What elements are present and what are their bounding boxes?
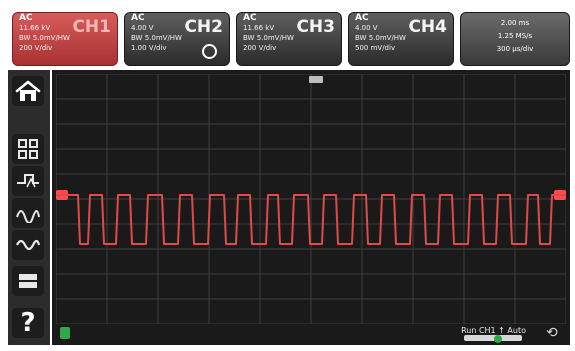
waveform-plot bbox=[56, 74, 566, 324]
run-status-text: Run CH1 ↑ Auto bbox=[461, 326, 526, 335]
channel-coupling: AC bbox=[131, 13, 145, 23]
channel-name: CH1 bbox=[72, 17, 111, 37]
channel-line: 200 V/div bbox=[243, 44, 277, 52]
channel-line: BW 5.0mV/HW bbox=[19, 34, 70, 42]
channel-line: BW 5.0mV/HW bbox=[131, 34, 182, 42]
channel-line: BW 5.0mV/HW bbox=[355, 34, 406, 42]
timebase-line: 2.00 ms bbox=[500, 19, 530, 27]
channel-line: 200 V/div bbox=[19, 44, 53, 52]
apps-grid-icon bbox=[18, 139, 38, 159]
timebase-line: 1.25 MS/s bbox=[497, 32, 533, 40]
channel-line: 500 mV/div bbox=[355, 44, 396, 52]
channel-coupling: AC bbox=[355, 13, 369, 23]
scope-display[interactable]: Run CH1 ↑ Auto ⟲ bbox=[52, 70, 570, 345]
channel-name: CH4 bbox=[408, 17, 447, 37]
channel-name: CH3 bbox=[296, 17, 335, 37]
math-wave-icon bbox=[16, 210, 40, 223]
channel-line: 1.00 V/div bbox=[131, 44, 167, 52]
settings-button[interactable]: ⟲ bbox=[546, 325, 564, 343]
channel-coupling: AC bbox=[243, 13, 257, 23]
home-button[interactable] bbox=[12, 76, 44, 106]
math-button[interactable] bbox=[12, 198, 44, 228]
channel-line: 4.00 V bbox=[355, 24, 378, 32]
waveform-button[interactable] bbox=[12, 230, 44, 260]
channel-line: 4.00 V bbox=[131, 24, 154, 32]
trigger-icon bbox=[17, 174, 39, 188]
timebase-tile[interactable]: 2.00 ms 1.25 MS/s 300 µs/div bbox=[460, 12, 570, 66]
waveform-icon bbox=[16, 239, 41, 251]
storage-icon bbox=[19, 274, 37, 288]
apps-button[interactable] bbox=[12, 134, 44, 164]
ch1-trace bbox=[56, 194, 566, 245]
channel-line: 11.66 kV bbox=[243, 24, 275, 32]
help-button[interactable]: ? bbox=[12, 308, 44, 338]
run-progress-bar bbox=[464, 335, 522, 341]
status-bar: Run CH1 ↑ Auto ⟲ bbox=[56, 325, 566, 343]
channel-line: BW 5.0mV/HW bbox=[243, 34, 294, 42]
home-icon bbox=[15, 80, 41, 101]
channel-tile-ch4[interactable]: AC 4.00 V BW 5.0mV/HW 500 mV/div CH4 bbox=[348, 12, 454, 66]
channel-name: CH2 bbox=[184, 17, 223, 37]
help-icon: ? bbox=[20, 308, 36, 338]
channel-tile-ch2[interactable]: AC 4.00 V BW 5.0mV/HW 1.00 V/div CH2 bbox=[124, 12, 230, 66]
acquisition-status-icon bbox=[60, 327, 70, 339]
trigger-status-icon bbox=[494, 335, 502, 343]
channel-line: 11.66 kV bbox=[19, 24, 51, 32]
channel-tile-ch1[interactable]: AC 11.66 kV BW 5.0mV/HW 200 V/div CH1 bbox=[12, 12, 118, 66]
settings-icon: ⟲ bbox=[546, 325, 558, 341]
storage-button[interactable] bbox=[12, 266, 44, 296]
left-toolbar: ? bbox=[8, 70, 50, 345]
channel-tile-ch3[interactable]: AC 11.66 kV BW 5.0mV/HW 200 V/div CH3 bbox=[236, 12, 342, 66]
timebase-line: 300 µs/div bbox=[496, 45, 534, 53]
trigger-button[interactable] bbox=[12, 166, 44, 196]
channel-coupling: AC bbox=[19, 13, 33, 23]
knob-icon bbox=[202, 44, 217, 59]
trigger-position-marker[interactable] bbox=[309, 76, 323, 83]
channel-topbar: AC 11.66 kV BW 5.0mV/HW 200 V/div CH1 AC… bbox=[12, 10, 570, 68]
